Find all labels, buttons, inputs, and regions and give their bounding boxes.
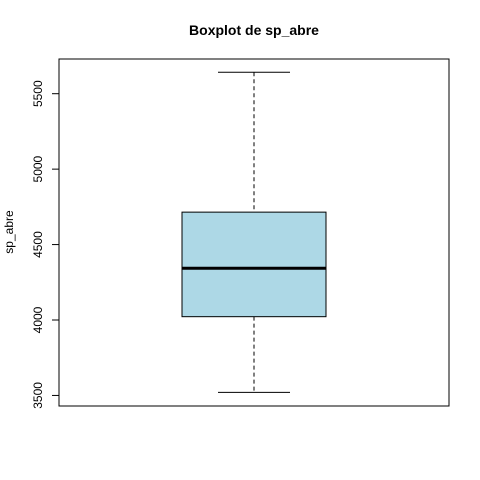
y-tick-label-1: 4000 — [31, 306, 45, 333]
y-axis-label: sp_abre — [2, 210, 16, 254]
y-tick-label-2: 4500 — [31, 231, 45, 258]
chart-marks — [181, 71, 327, 393]
y-tick-label-3: 5000 — [31, 155, 45, 182]
chart-title: Boxplot de sp_abre — [189, 22, 319, 38]
y-axis: 3500 4000 4500 5000 5500 — [31, 80, 60, 409]
y-tick-label-4: 5500 — [31, 80, 45, 107]
iqr-box — [181, 211, 327, 318]
y-tick-label-0: 3500 — [31, 382, 45, 409]
